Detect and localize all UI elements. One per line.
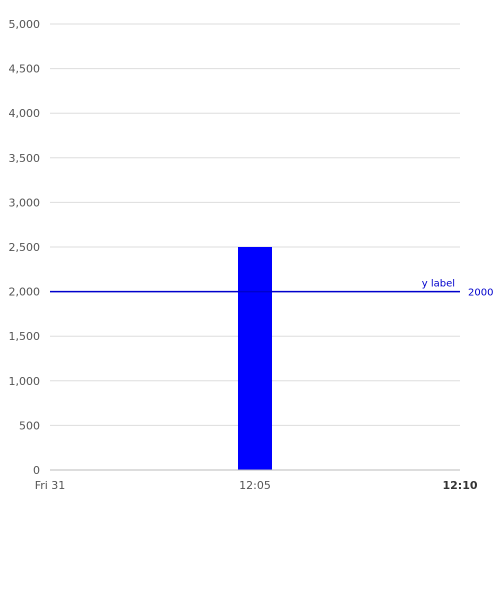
y-tick-label: 2,000 <box>9 286 41 299</box>
y-tick-label: 3,500 <box>9 152 41 165</box>
y-tick-label: 4,000 <box>9 107 41 120</box>
y-tick-label: 3,000 <box>9 196 41 209</box>
x-tick-label: 12:05 <box>239 479 271 492</box>
y-tick-label: 0 <box>33 464 40 477</box>
bars <box>238 247 272 470</box>
reference-line-group: y label 2000 <box>50 279 493 299</box>
bar[interactable] <box>238 247 272 470</box>
y-tick-label: 1,000 <box>9 375 41 388</box>
y-tick-label: 2,500 <box>9 241 41 254</box>
y-tick-label: 5,000 <box>9 18 41 31</box>
y-tick-label: 1,500 <box>9 330 41 343</box>
reference-line-value: 2000 <box>468 288 493 299</box>
y-axis-ticks: 0 500 1,000 1,500 2,000 2,500 3,000 3,500 4,000 4… <box>9 18 41 477</box>
reference-line-label: y label <box>422 279 455 290</box>
y-tick-label: 500 <box>19 419 40 432</box>
x-tick-label: Fri 31 <box>35 479 66 492</box>
x-tick-label: 12:10 <box>442 479 477 492</box>
x-axis-ticks: Fri 31 12:05 12:10 <box>35 479 478 492</box>
y-tick-label: 4,500 <box>9 63 41 76</box>
